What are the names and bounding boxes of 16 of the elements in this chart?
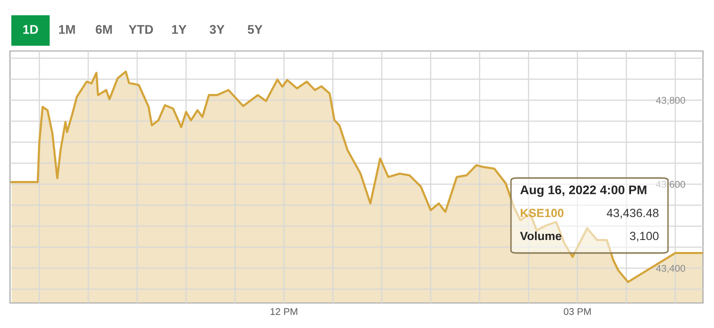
x-tick-label: 03 PM [564, 308, 591, 315]
annotation: Aug 16, 2022 4:00 PM [520, 185, 646, 197]
text: 5Y [248, 25, 262, 34]
annotation: 3,100 [630, 232, 659, 242]
text: 1M [59, 25, 75, 34]
annotation: Volume [520, 231, 562, 240]
annotation: KSE100 [520, 208, 564, 218]
text: 1D [23, 25, 38, 34]
text: 1Y [172, 25, 186, 34]
text: YTD [128, 25, 153, 34]
text: 6M [96, 25, 112, 34]
y-tick-label: 43,800 [656, 96, 686, 105]
y-tick-label: 43,400 [656, 264, 686, 273]
x-tick-label: 12 PM [270, 308, 298, 315]
annotation: 43,436.48 [606, 208, 658, 219]
text: 3Y [210, 25, 224, 34]
